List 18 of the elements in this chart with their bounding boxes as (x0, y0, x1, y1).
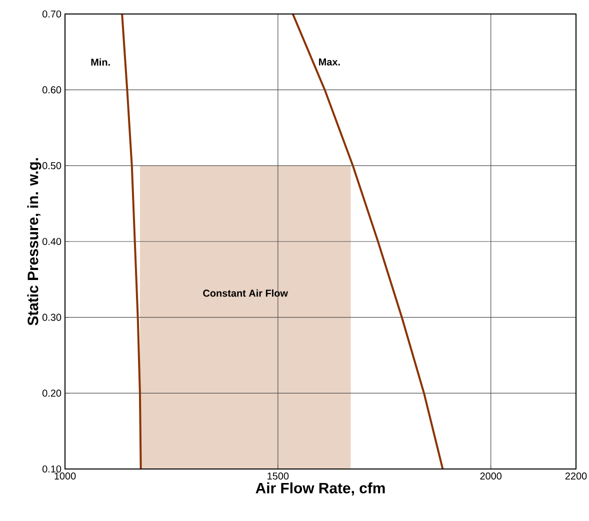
y-tick-label: 0.20 (42, 390, 62, 397)
series-label: Min. (91, 58, 110, 66)
series-label: Max. (319, 58, 340, 66)
series-label: Constant Air Flow (203, 289, 288, 297)
y-axis-title: Static Pressure, in. w.g. (27, 158, 42, 326)
y-tick-label: 0.60 (42, 86, 62, 94)
x-tick-label: 2200 (565, 472, 587, 480)
y-tick-label: 0.40 (42, 238, 62, 246)
x-tick-label: 2000 (480, 472, 502, 480)
x-axis-title: Air Flow Rate, cfm (256, 482, 385, 496)
y-tick-label: 0.10 (42, 465, 62, 473)
line-series (292, 14, 444, 469)
y-tick-label: 0.50 (42, 162, 62, 170)
x-tick-label: 1500 (268, 472, 289, 480)
x-tick-label: 1000 (54, 472, 76, 480)
y-tick-label: 0.30 (42, 314, 62, 321)
y-tick-label: 0.70 (42, 10, 62, 18)
line-series (121, 14, 142, 469)
